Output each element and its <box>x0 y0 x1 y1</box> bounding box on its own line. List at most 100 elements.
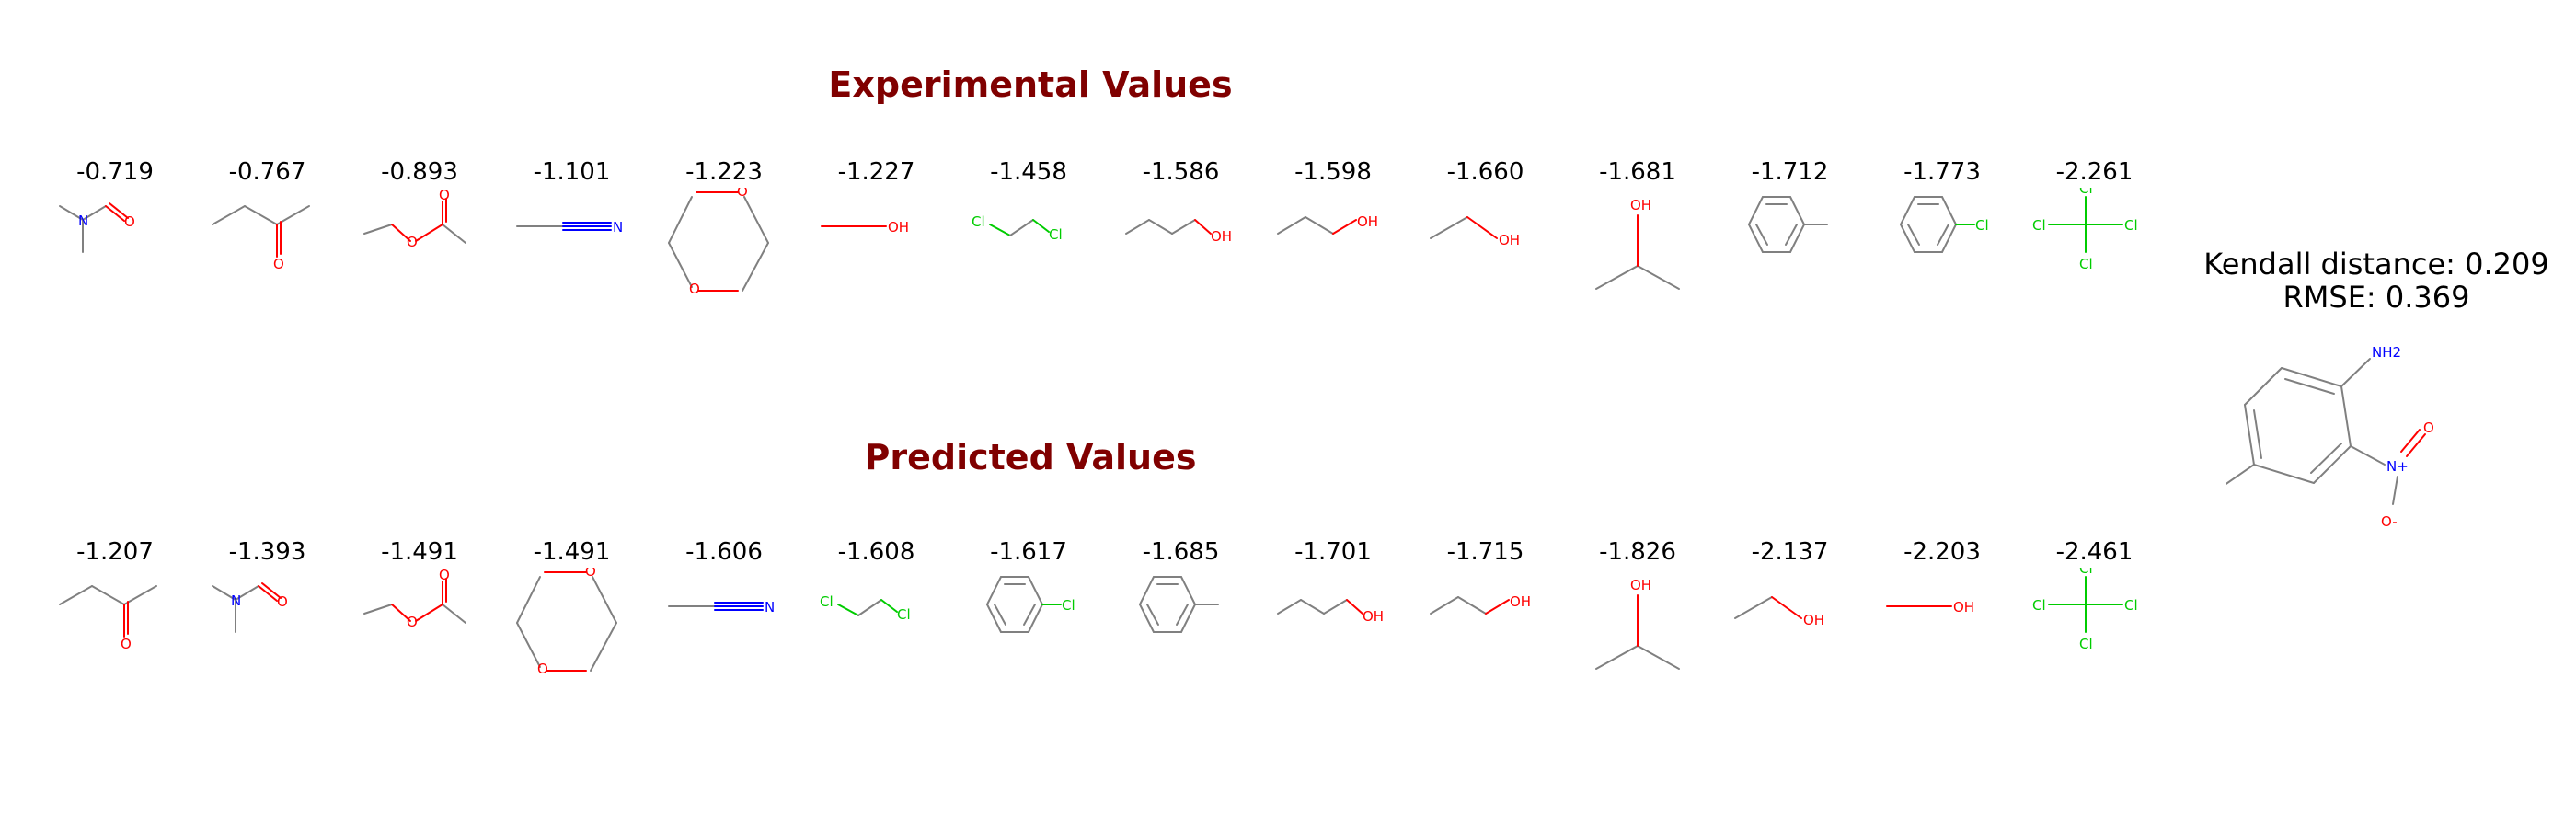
predicted-molecule-9-bond-0 <box>1429 596 1459 615</box>
predicted-molecule-6-bond-8 <box>994 604 1006 626</box>
experimental-molecule-11-bond-5 <box>1747 196 1764 225</box>
predicted-cell: -1.701 OH <box>1257 538 1409 722</box>
predicted-molecule-0-bond-1 <box>91 585 125 605</box>
experimental-molecule-4-bond-5 <box>668 196 693 244</box>
experimental-value: -0.893 <box>381 158 458 186</box>
predicted-molecule-11-bond-0 <box>1733 596 1773 619</box>
predicted-molecule-8-bond-3 <box>1346 599 1363 615</box>
predicted-molecule-6-bond-4 <box>986 604 1002 633</box>
predicted-cell: -1.491 O O <box>343 538 496 722</box>
predicted-molecule-3-bond-5 <box>515 576 541 624</box>
experimental-molecule-10-atom-0: OH <box>1630 197 1651 213</box>
predicted-molecule-0: O <box>59 585 157 652</box>
experimental-molecule-6-bond-2 <box>1032 219 1050 233</box>
experimental-molecule-11-bond-4 <box>1747 224 1764 253</box>
predicted-molecule-6: Cl <box>986 576 1075 633</box>
experimental-molecule-12-bond-1 <box>1941 196 1957 225</box>
predicted-molecule-2-bond-0 <box>363 604 393 615</box>
experimental-molecule-6-atom-1: Cl <box>1049 226 1063 243</box>
solute-molecule: NH2 N+ O O- <box>2226 344 2434 530</box>
predicted-value: -1.617 <box>990 538 1067 566</box>
predicted-molecule-0-bond-2 <box>123 585 157 605</box>
predicted-molecule-3-bond-1 <box>591 576 617 624</box>
predicted-molecule-5-atom-1: Cl <box>897 606 911 623</box>
predicted-molecule-4: N <box>668 599 775 615</box>
experimental-cell: -0.767 O <box>191 158 344 342</box>
predicted-cell: -1.715 OH <box>1409 538 1562 722</box>
experimental-molecule-6-bond-0 <box>989 224 1011 236</box>
experimental-molecule-4-atom-1: O <box>689 281 700 297</box>
predicted-molecule-8-bond-2 <box>1323 599 1348 615</box>
experimental-molecule-7-bond-3 <box>1193 219 1212 235</box>
experimental-value: -2.261 <box>2055 158 2133 186</box>
experimental-cell: -1.598 OH <box>1257 158 1409 342</box>
predicted-molecule-2-bond-2 <box>415 604 443 622</box>
predicted-value: -1.491 <box>381 538 458 566</box>
experimental-molecule-8-bond-0 <box>1277 216 1306 235</box>
predicted-molecule-2-bond-1 <box>391 604 411 622</box>
predicted-molecule-3-atom-1: O <box>537 661 548 677</box>
experimental-value: -1.681 <box>1599 158 1676 186</box>
experimental-molecule-12-bond-7 <box>1937 224 1949 246</box>
predicted-values-heading: Predicted Values <box>864 437 1197 477</box>
predicted-molecule-4-atom-0: N <box>765 599 775 615</box>
predicted-row: -1.207 O -1.393 N O -1.491 O O -1.491 O O -1.606 N -1… <box>0 538 2208 722</box>
experimental-cell: -1.660 OH <box>1409 158 1562 342</box>
predicted-cell: -1.608 Cl Cl <box>800 538 953 722</box>
experimental-cell: -1.227 OH <box>800 158 953 342</box>
predicted-cell: -1.685 <box>1105 538 1258 722</box>
experimental-molecule-2: OO <box>363 188 466 250</box>
rmse-label: RMSE: 0.369 <box>2283 280 2470 315</box>
experimental-molecule-4: OO <box>668 188 769 297</box>
predicted-molecule-5: Cl Cl <box>820 593 911 623</box>
experimental-molecule-13-atom-1: Cl <box>2032 217 2046 234</box>
predicted-molecule-7-bond-5 <box>1138 576 1155 605</box>
predicted-molecule-7-bond-2 <box>1179 604 1196 633</box>
solute-nitro-bond <box>2350 445 2386 466</box>
experimental-molecule-9-atom-0: OH <box>1499 232 1520 248</box>
predicted-value: -1.393 <box>228 538 306 566</box>
experimental-molecule-12: Cl <box>1900 196 1989 253</box>
experimental-molecule-0-bond-0 <box>59 205 84 221</box>
experimental-molecule-12-bond-8 <box>1907 224 1920 246</box>
solute-nitro-o2-bond <box>2392 476 2398 505</box>
experimental-molecule-0-bond-2 <box>105 205 125 222</box>
experimental-cell: -1.223 O O <box>648 158 800 342</box>
predicted-molecule-2-atom-1: O <box>439 568 450 583</box>
predicted-value: -1.701 <box>1294 538 1372 566</box>
predicted-molecule-7-bond-7 <box>1175 604 1189 626</box>
experimental-molecule-3: N <box>515 219 623 236</box>
experimental-molecule-8-bond-1 <box>1305 216 1334 235</box>
experimental-molecule-2-bond-1 <box>391 224 411 242</box>
experimental-molecule-1: O <box>211 205 310 272</box>
solute-ring <box>2244 367 2352 484</box>
predicted-cell: -2.137 OH <box>1714 538 1867 722</box>
predicted-molecule-6-bond-5 <box>986 576 1002 605</box>
experimental-molecule-6-atom-0: Cl <box>972 213 985 230</box>
experimental-value: -1.101 <box>533 158 611 186</box>
predicted-value: -1.715 <box>1446 538 1524 566</box>
predicted-value: -1.491 <box>533 538 611 566</box>
predicted-value: -1.608 <box>837 538 915 566</box>
experimental-cell: -1.681 OH <box>1561 158 1714 342</box>
experimental-molecule-2-bond-2 <box>415 224 443 242</box>
solute-nitro-o1-bond <box>2406 433 2426 457</box>
predicted-cell: -1.207 O <box>39 538 191 722</box>
solute-nitro-oxide: O- <box>2381 513 2398 530</box>
predicted-molecule-7-bond-4 <box>1138 604 1155 633</box>
experimental-molecule-0-atom-0: N <box>78 213 88 229</box>
experimental-molecule-11 <box>1747 196 1828 253</box>
experimental-molecule-5: OH <box>820 219 909 236</box>
predicted-molecule-9-bond-2 <box>1484 599 1510 615</box>
experimental-molecule-10-bond-0 <box>1595 265 1639 290</box>
experimental-molecule-0-bond-2 <box>109 202 129 219</box>
predicted-molecule-9-atom-0: OH <box>1510 593 1531 610</box>
solute-methyl-bond <box>2226 464 2255 485</box>
predicted-molecule-0-bond-0 <box>59 585 93 605</box>
predicted-molecule-7-bond-8 <box>1145 604 1159 626</box>
experimental-molecule-7-bond-1 <box>1147 219 1173 235</box>
experimental-molecule-4-atom-0: O <box>737 188 748 200</box>
predicted-value: -2.137 <box>1751 538 1829 566</box>
predicted-molecule-3: OO <box>515 568 617 677</box>
solute-nitro-o1-bond-2 <box>2400 429 2421 453</box>
